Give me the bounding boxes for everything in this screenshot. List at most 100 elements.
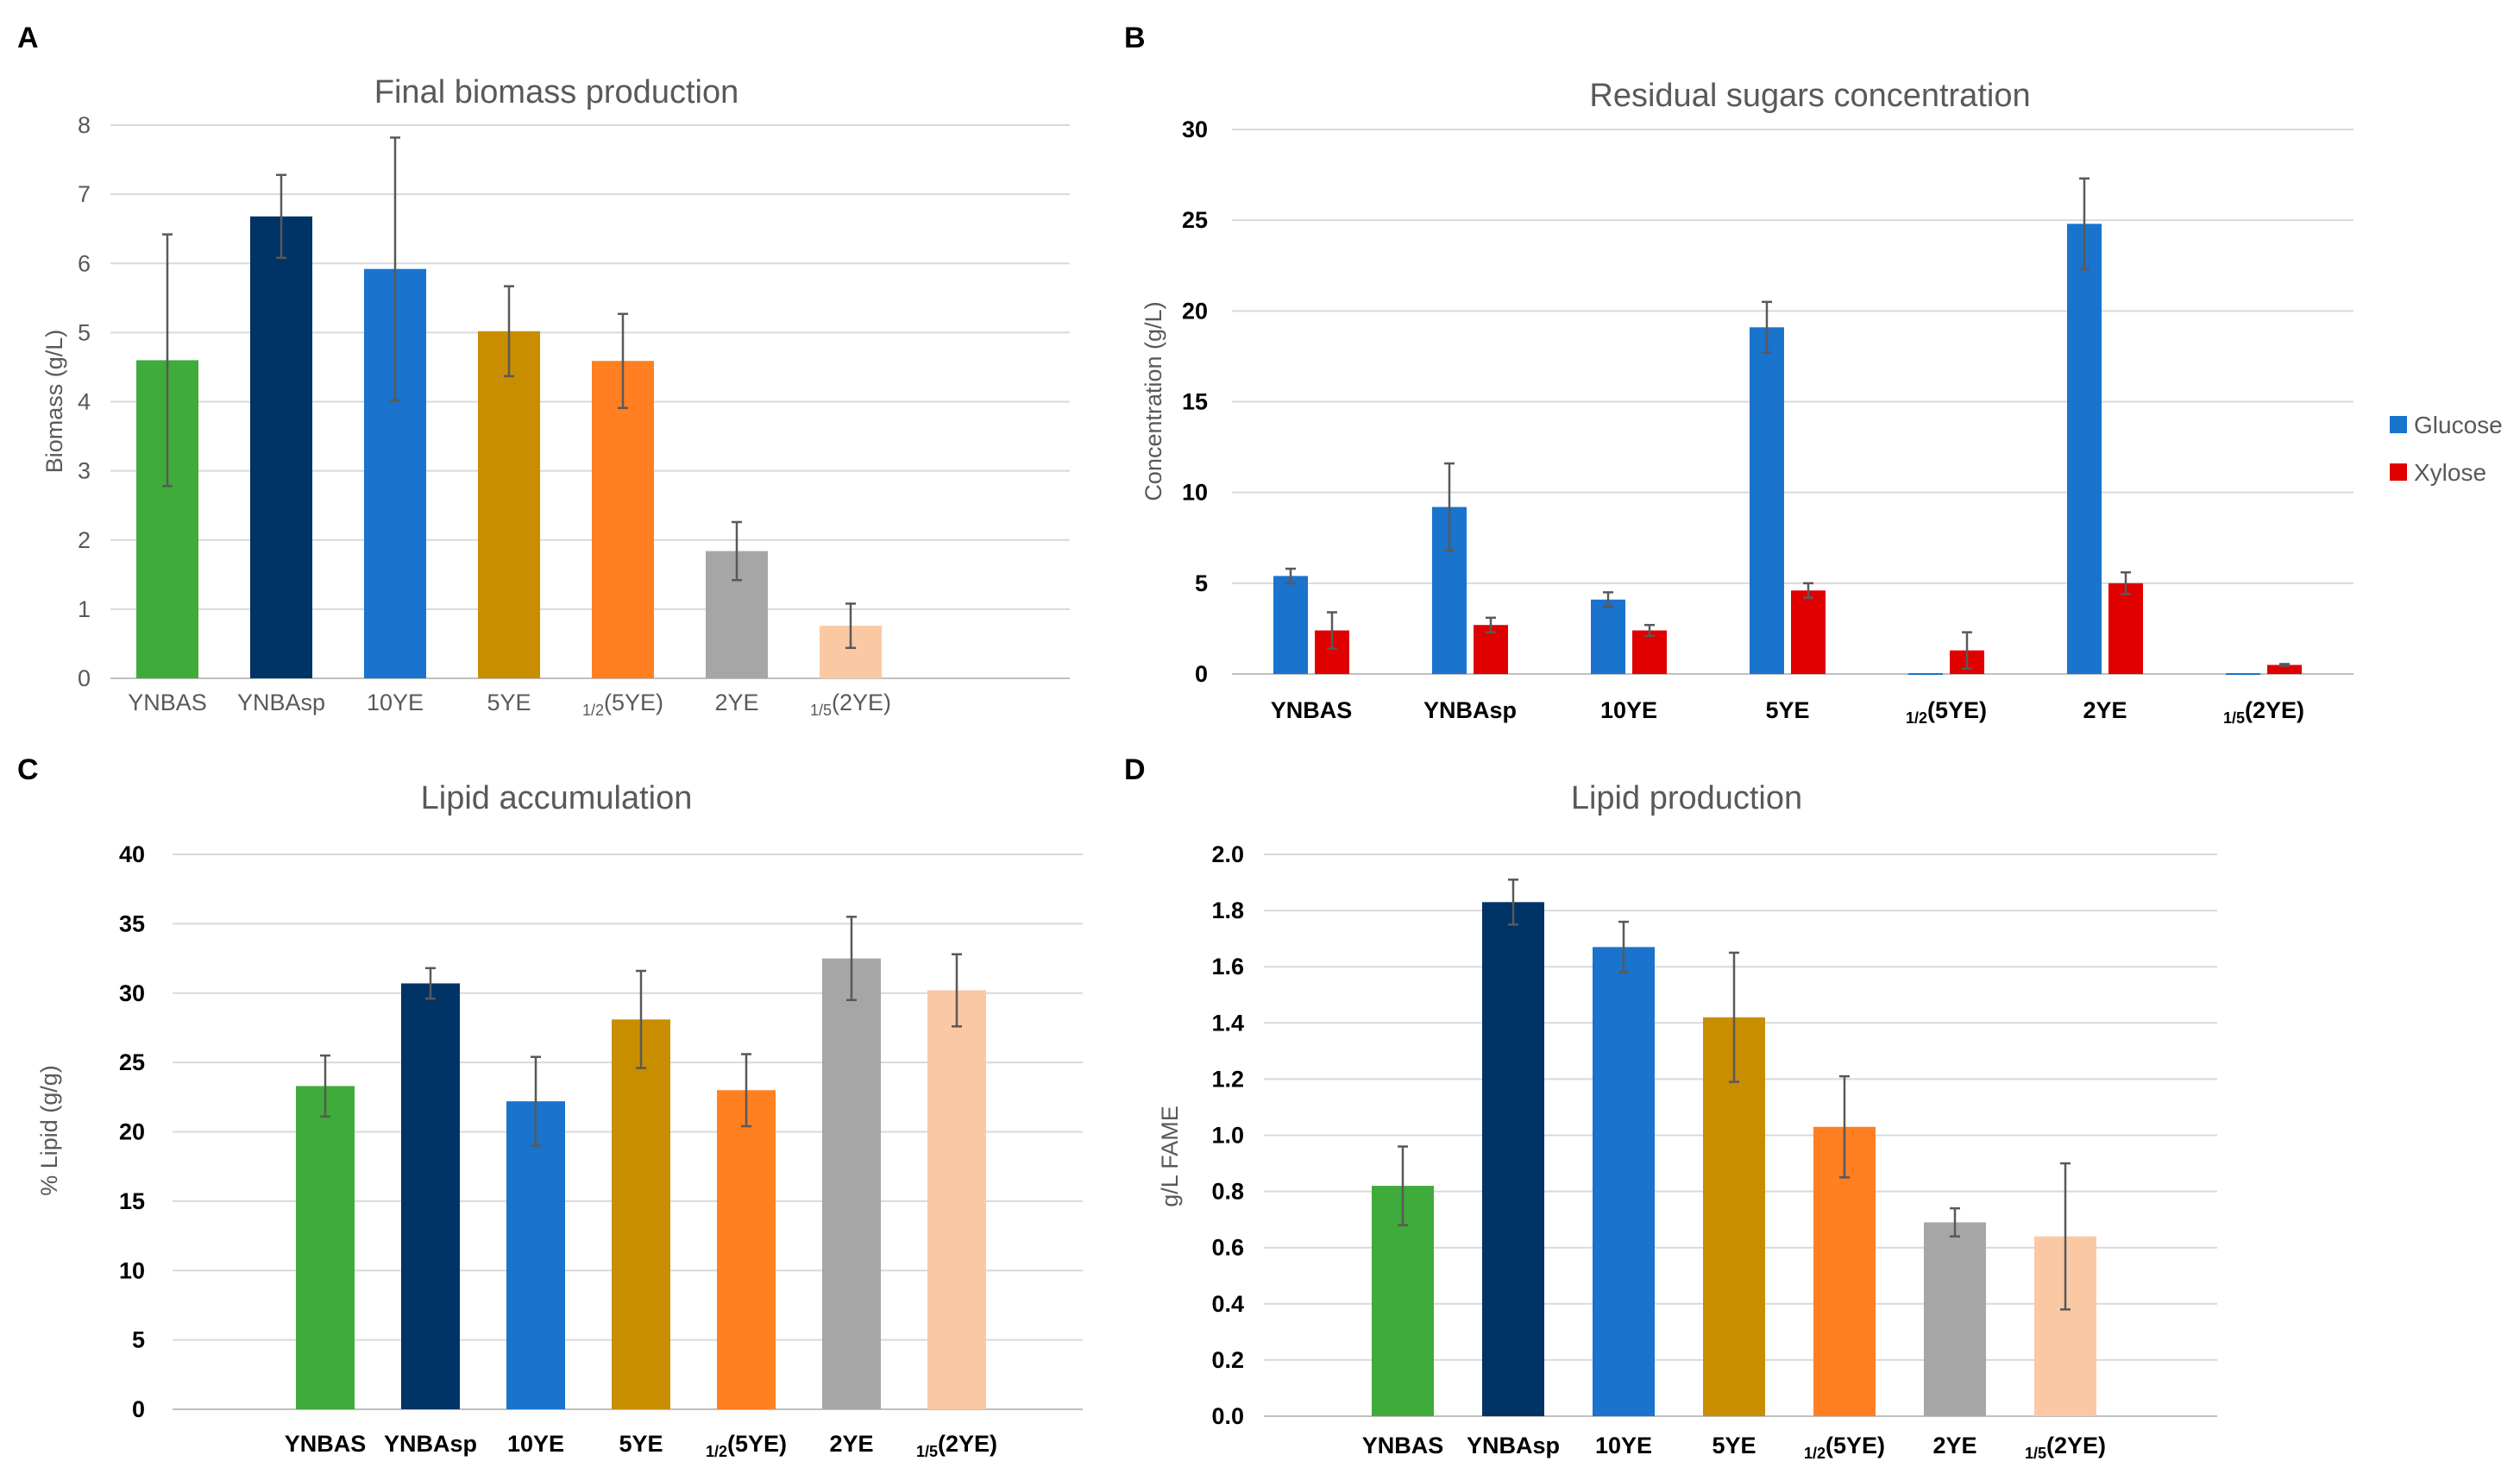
bar-d-5ye [1703,1017,1765,1416]
bar-b-xylose-2ye [2108,583,2143,674]
x-tick-label-d: YNBAS [1362,1433,1444,1458]
x-tick-label-a: 5YE [487,690,531,715]
chart-title-d: Lipid production [1571,780,1802,816]
error-bar-a-1-2-5ye [618,312,628,409]
legend-label-xylose: Xylose [2414,459,2486,486]
bar-c-1-5-2ye [927,990,986,1409]
y-tick-label-c: 25 [119,1049,145,1075]
y-tick-label-d: 1.0 [1211,1123,1244,1149]
panel-c: C Lipid accumulation % Lipid (g/g) 0 5 10 1… [17,753,1083,1460]
error-bar-b-xylose-10ye [1644,623,1655,638]
error-bar-c-5ye [636,969,646,1069]
legend-swatch-glucose [2390,416,2407,433]
x-tick-label-b: 2YE [2083,697,2127,723]
y-tick-label-c: 30 [119,980,145,1006]
x-tick-label-b: 1/2(5YE) [1906,697,1987,727]
y-tick-label-a: 1 [78,596,91,622]
y-tick-label-d: 1.6 [1211,954,1244,980]
plot-area-d: 0.0 0.2 0.4 0.6 0.8 1.0 1.2 1.4 1.6 1.8 2.0 YNBAS YN… [1211,841,2217,1462]
bar-c-ynbas [296,1086,355,1409]
y-tick-label-c: 5 [132,1327,145,1353]
y-tick-label-c: 35 [119,910,145,936]
y-tick-label-b: 30 [1182,117,1208,142]
x-tick-label-b: YNBAsp [1423,697,1517,723]
y-tick-label-c: 10 [119,1257,145,1283]
error-bar-a-10ye [390,136,400,402]
y-axis-label-d: g/L FAME [1157,1106,1183,1207]
error-bar-d-2ye [1950,1206,1960,1238]
x-tick-label-c: 1/2(5YE) [706,1431,787,1460]
y-tick-label-d: 0.2 [1211,1347,1244,1373]
plot-area-c: 0 5 10 15 20 25 30 35 40 YNBAS YNBAsp 10YE 5YE 1/2(5Y… [119,841,1083,1460]
x-tick-label-a: 2YE [714,690,758,715]
panel-a: A Final biomass production Biomass (g/L)… [17,22,1070,719]
panel-letter-d: D [1124,753,1146,786]
x-tick-label-d: 5YE [1712,1433,1756,1458]
y-tick-label-a: 0 [78,665,91,691]
error-bar-d-1-2-5ye [1839,1074,1850,1179]
y-tick-label-a: 5 [78,319,91,345]
error-bar-a-2ye [732,520,742,582]
y-tick-label-b: 0 [1195,661,1208,687]
error-bar-b-xylose-ynbasp [1486,616,1496,633]
plot-area-b: 0 5 10 15 20 25 30 YNBAS YNBAsp 10YE 5YE 1/2(5YE) 2Y… [1182,117,2353,727]
y-axis-label-c: % Lipid (g/g) [36,1065,62,1196]
bar-d-ynbasp [1482,902,1544,1416]
y-tick-label-c: 40 [119,841,145,867]
error-bar-c-10ye [531,1055,541,1147]
x-tick-label-b: 10YE [1600,697,1657,723]
bar-c-2ye [822,958,881,1409]
x-tick-label-c: 10YE [507,1431,564,1457]
error-bar-b-glucose-5ye [1762,300,1772,354]
y-tick-label-b: 5 [1195,570,1208,596]
y-tick-label-d: 0.0 [1211,1403,1244,1429]
bar-b-xylose-1-5-2ye [2267,665,2302,674]
x-tick-label-c: 5YE [619,1431,663,1457]
y-tick-label-c: 0 [132,1396,145,1422]
bar-d-2ye [1924,1222,1986,1416]
x-tick-label-a: 1/5(2YE) [810,690,891,719]
x-tick-label-a: YNBAS [128,690,207,715]
x-tick-label-c: YNBAsp [384,1431,477,1457]
bar-c-5ye [612,1019,670,1409]
bar-b-glucose-ynbas [1273,576,1308,674]
bar-a-ynbasp [250,216,312,678]
error-bar-a-1-5-2ye [845,602,856,649]
y-tick-label-d: 1.8 [1211,898,1244,923]
x-tick-label-d: YNBAsp [1467,1433,1560,1458]
y-tick-label-b: 10 [1182,480,1208,506]
error-bar-c-ynbasp [425,967,436,1000]
x-tick-label-c: YNBAS [285,1431,367,1457]
y-tick-label-d: 0.6 [1211,1235,1244,1261]
y-tick-label-a: 2 [78,527,91,553]
x-tick-label-b: YNBAS [1271,697,1353,723]
y-tick-label-d: 2.0 [1211,841,1244,867]
error-bar-a-ynbas [162,233,173,488]
bar-b-glucose-2ye [2067,224,2102,675]
error-bar-d-10ye [1618,920,1629,973]
panel-letter-c: C [17,753,39,786]
error-bar-b-xylose-2ye [2121,570,2131,595]
y-tick-label-d: 1.4 [1211,1010,1244,1036]
x-tick-label-d: 1/2(5YE) [1804,1433,1885,1462]
bar-c-10ye [506,1101,565,1409]
bar-a-5ye [478,331,540,678]
y-tick-label-b: 20 [1182,298,1208,324]
error-bar-b-glucose-ynbasp [1444,462,1455,552]
y-tick-label-c: 20 [119,1119,145,1145]
y-tick-label-d: 0.4 [1211,1291,1244,1317]
error-bar-b-xylose-1-2-5ye [1962,631,1972,670]
x-tick-label-a: 10YE [367,690,424,715]
plot-area-a: 0 1 2 3 4 5 6 7 8 YNBAS YNBAsp 10YE 5YE 1/2(5YE) 2YE 1/… [78,112,1070,719]
error-bar-b-glucose-2ye [2079,177,2090,271]
y-tick-label-a: 4 [78,389,91,415]
bar-b-glucose-10ye [1591,599,1625,674]
bar-c-1-2-5ye [717,1090,776,1409]
error-bar-d-1-5-2ye [2060,1162,2071,1311]
error-bar-d-ynbasp [1508,879,1518,926]
y-tick-label-b: 25 [1182,207,1208,233]
chart-title-a: Final biomass production [374,74,738,110]
x-tick-label-d: 1/5(2YE) [2025,1433,2106,1462]
x-tick-label-c: 2YE [829,1431,873,1457]
